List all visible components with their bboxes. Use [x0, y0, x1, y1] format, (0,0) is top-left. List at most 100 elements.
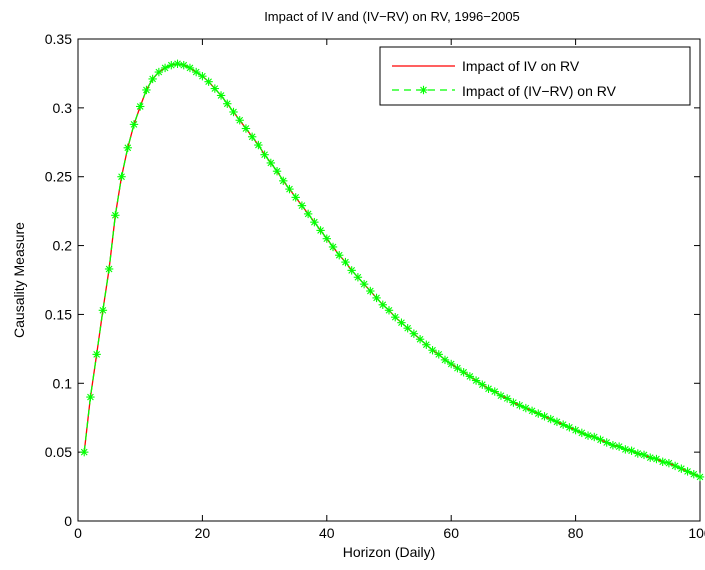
- data-point-star: [204, 77, 213, 86]
- legend-label-iv: Impact of IV on RV: [462, 58, 580, 74]
- x-tick-label: 80: [568, 525, 584, 541]
- data-point-star: [627, 446, 636, 455]
- y-tick-label: 0.25: [45, 169, 72, 185]
- data-point-star: [552, 417, 562, 427]
- data-point-star: [415, 335, 425, 344]
- data-point-star: [434, 350, 443, 359]
- data-point-star: [235, 116, 244, 125]
- data-point-star: [422, 340, 431, 349]
- data-point-star: [142, 85, 151, 95]
- data-point-star: [341, 257, 350, 267]
- data-point-star: [322, 234, 331, 243]
- data-point-star: [285, 184, 294, 194]
- x-tick-label: 60: [443, 525, 459, 541]
- data-point-star: [353, 273, 363, 282]
- data-point-star: [347, 266, 356, 275]
- data-point-star: [596, 435, 605, 444]
- y-tick-label: 0: [64, 513, 72, 529]
- legend-label-ivrv: Impact of (IV−RV) on RV: [462, 83, 617, 99]
- data-point-star: [677, 464, 686, 473]
- plot-area: [77, 38, 701, 522]
- data-point-star: [633, 449, 642, 458]
- y-tick-label: 0.3: [53, 100, 73, 116]
- data-point-star: [689, 469, 698, 479]
- data-point-star: [391, 312, 400, 322]
- data-point-star: [534, 409, 543, 418]
- data-point-star: [397, 318, 406, 327]
- chart-title: Impact of IV and (IV−RV) on RV, 1996−200…: [264, 9, 520, 24]
- legend: Impact of IV on RV Impact of (IV−RV) on …: [379, 46, 691, 106]
- x-axis: 0 20 40 60 80 100: [74, 39, 705, 541]
- legend-star: [419, 85, 428, 95]
- data-point-star: [658, 457, 667, 466]
- data-point-star: [372, 293, 381, 303]
- data-point-star: [279, 176, 288, 186]
- data-point-star: [92, 350, 101, 359]
- data-point-star: [583, 431, 593, 440]
- data-point-star: [310, 217, 319, 227]
- data-point-star: [652, 454, 661, 464]
- data-point-star: [471, 376, 481, 385]
- data-point-star: [502, 394, 512, 403]
- data-point-star: [496, 391, 506, 400]
- data-point-star: [210, 84, 220, 93]
- series-line-ivrv: [83, 63, 701, 478]
- data-point-star: [111, 211, 120, 220]
- data-point-star: [558, 420, 568, 429]
- data-point-star: [185, 63, 195, 73]
- data-point-star: [123, 143, 132, 152]
- data-point-star: [428, 346, 437, 355]
- data-point-star: [297, 201, 307, 210]
- data-point-star: [646, 453, 655, 462]
- data-point-star: [670, 461, 680, 471]
- y-tick-label: 0.1: [53, 375, 73, 391]
- data-point-star: [191, 67, 201, 77]
- data-point-star: [104, 264, 114, 274]
- legend-marker-star: [419, 85, 428, 95]
- legend-box: [379, 46, 691, 106]
- data-point-star: [664, 458, 674, 468]
- data-point-star: [247, 132, 257, 141]
- data-point-star: [639, 450, 649, 460]
- data-point-star: [695, 472, 705, 482]
- x-tick-label: 20: [195, 525, 211, 541]
- data-point-star: [590, 432, 599, 442]
- data-point-star: [303, 209, 313, 219]
- data-point-star: [179, 60, 188, 70]
- data-point-star: [129, 120, 139, 129]
- data-point-star: [509, 398, 518, 407]
- x-tick-label: 0: [74, 525, 82, 541]
- y-axis-label: Causality Measure: [11, 222, 27, 338]
- x-tick-label: 40: [319, 525, 335, 541]
- data-point-star: [98, 306, 108, 315]
- data-point-star: [577, 428, 587, 438]
- data-point-star: [223, 99, 232, 108]
- data-point-star: [241, 124, 251, 133]
- data-point-star: [148, 74, 157, 84]
- data-point-star: [521, 403, 531, 413]
- data-point-star: [478, 380, 487, 389]
- data-point-star: [136, 102, 145, 111]
- data-point-star: [229, 107, 238, 117]
- data-point-star: [440, 355, 450, 365]
- data-point-star: [465, 372, 475, 381]
- data-point-star: [272, 167, 282, 176]
- data-point-star: [254, 140, 263, 150]
- data-point-star: [154, 67, 164, 77]
- data-point-star: [266, 158, 276, 168]
- data-point-star: [527, 406, 537, 416]
- data-point-star: [515, 401, 524, 410]
- x-tick-label: 100: [688, 525, 705, 541]
- data-point-star: [167, 60, 176, 70]
- data-point-star: [80, 447, 89, 457]
- data-point-star: [447, 359, 456, 369]
- y-tick-label: 0.2: [53, 238, 73, 254]
- y-tick-label: 0.15: [45, 306, 72, 322]
- data-point-star: [453, 363, 462, 373]
- series-layer: [80, 59, 705, 482]
- data-point-star: [160, 63, 170, 73]
- data-point-star: [608, 441, 618, 450]
- x-axis-label: Horizon (Daily): [343, 544, 436, 560]
- data-point-star: [621, 445, 630, 454]
